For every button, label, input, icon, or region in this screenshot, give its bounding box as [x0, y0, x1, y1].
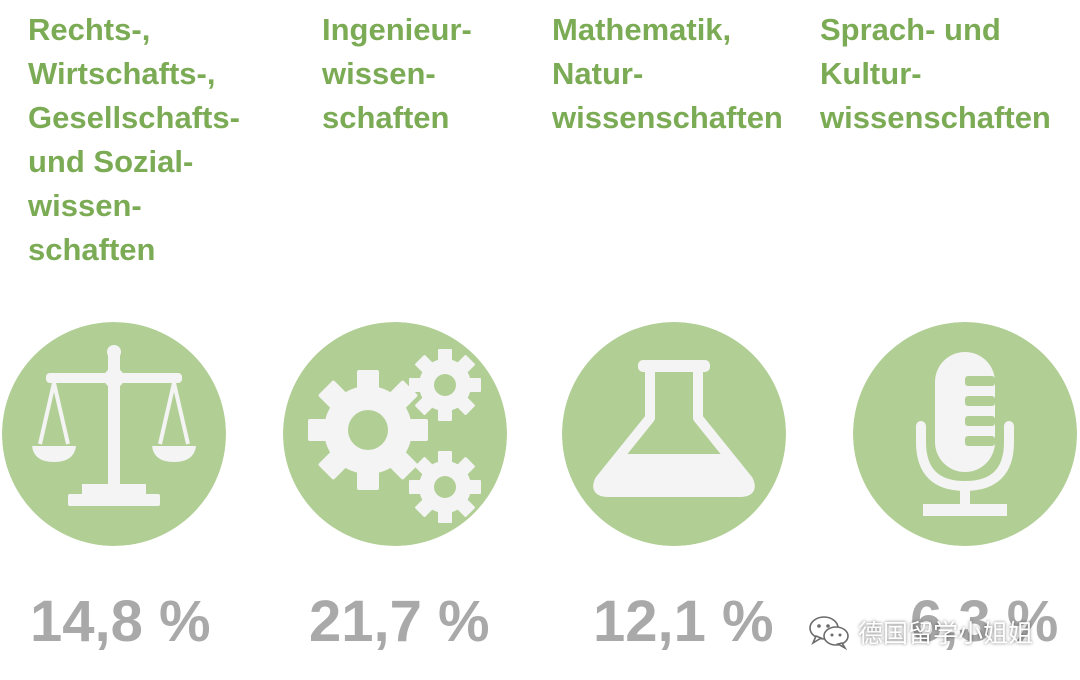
title-line: Rechts-,	[28, 12, 151, 47]
watermark: 德国留学小姐姐	[808, 612, 1033, 652]
percentage-math-science: 12,1 %	[593, 589, 774, 654]
flask-circle	[562, 322, 786, 546]
title-line: Wirtschafts-,	[28, 56, 216, 91]
scales-icon	[2, 322, 226, 546]
title-line: wissenschaften	[552, 100, 783, 135]
gears-icon	[283, 322, 507, 546]
title-line: wissen-	[322, 56, 436, 91]
title-line: wissen-	[28, 188, 142, 223]
percentage-engineering: 21,7 %	[309, 589, 490, 654]
percentage-language-culture: 6,3 %	[910, 589, 1059, 654]
flask-icon	[562, 322, 786, 546]
category-title-language-culture: Sprach- und Kultur- wissenschaften	[820, 8, 1051, 140]
wechat-icon	[809, 616, 849, 650]
title-line: und Sozial-	[28, 144, 194, 179]
title-line: Sprach- und	[820, 12, 1001, 47]
microphone-circle	[853, 322, 1077, 546]
title-line: schaften	[322, 100, 450, 135]
gears-circle	[283, 322, 507, 546]
title-line: Kultur-	[820, 56, 922, 91]
title-line: Gesellschafts-	[28, 100, 240, 135]
category-title-engineering: Ingenieur- wissen- schaften	[322, 8, 472, 140]
title-line: Natur-	[552, 56, 644, 91]
microphone-icon	[853, 322, 1077, 546]
title-line: Mathematik,	[552, 12, 732, 47]
category-title-law-economics-social: Rechts-, Wirtschafts-, Gesellschafts- un…	[28, 8, 240, 272]
percentage-law-economics-social: 14,8 %	[30, 589, 211, 654]
title-line: Ingenieur-	[322, 12, 472, 47]
title-line: wissenschaften	[820, 100, 1051, 135]
category-title-math-science: Mathematik, Natur- wissenschaften	[552, 8, 783, 140]
scales-circle	[2, 322, 226, 546]
watermark-text: 德国留学小姐姐	[858, 619, 1034, 648]
title-line: schaften	[28, 232, 156, 267]
